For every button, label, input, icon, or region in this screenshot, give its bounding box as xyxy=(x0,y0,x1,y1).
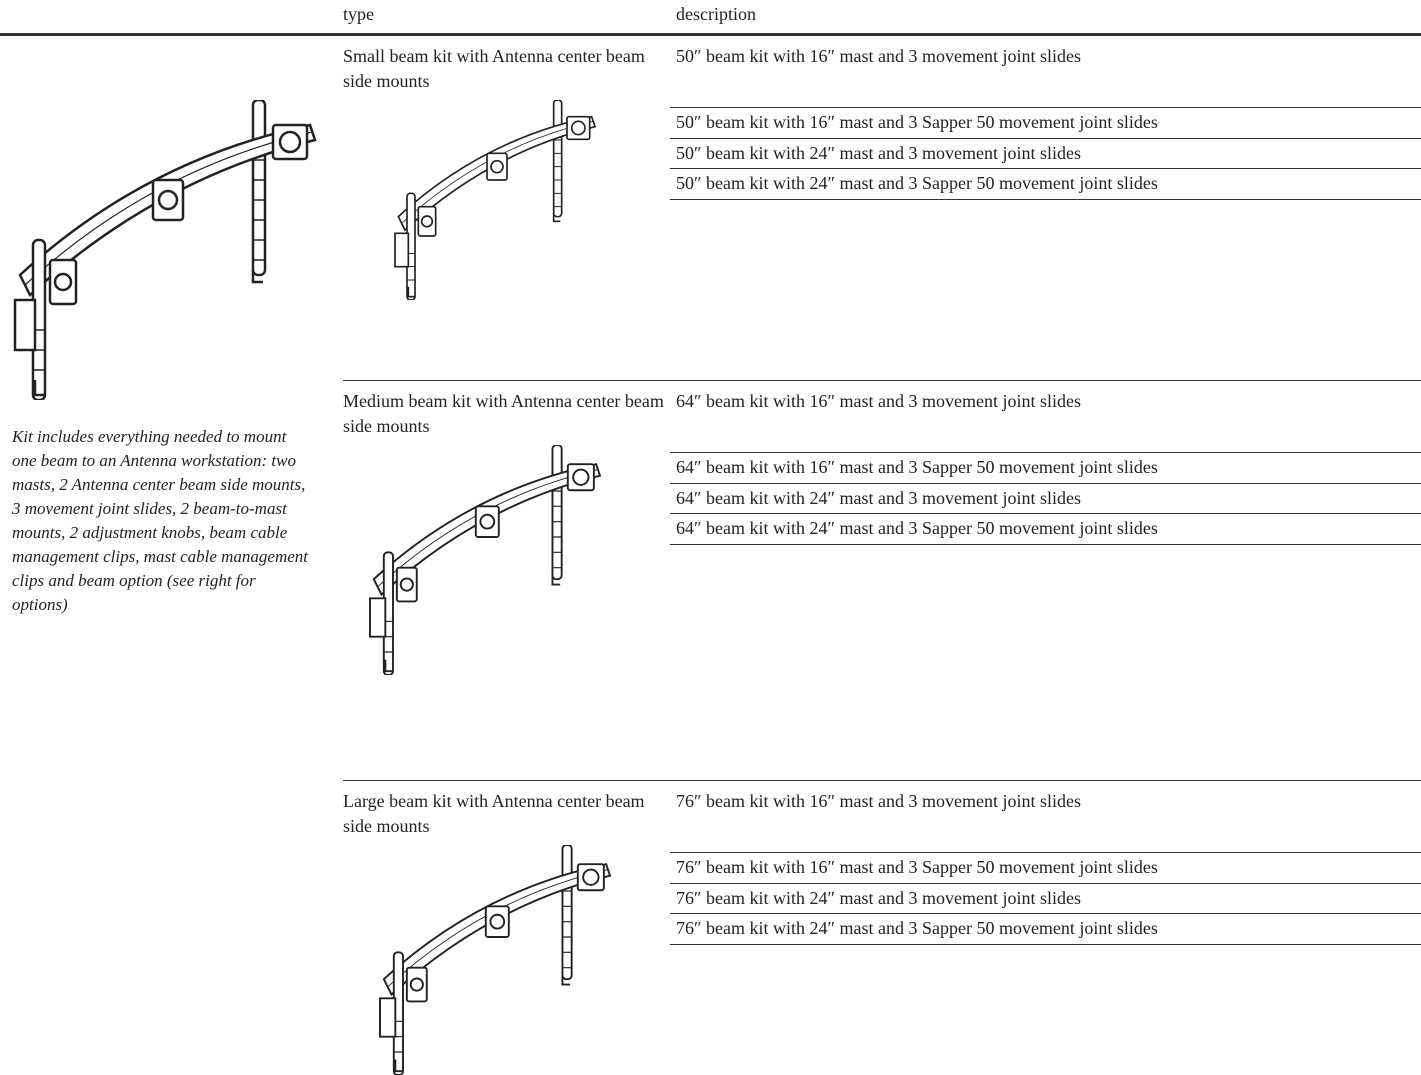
group-type: Medium beam kit with Antenna center beam… xyxy=(343,391,664,436)
row-rule xyxy=(670,852,1421,853)
description: 64″ beam kit with 16″ mast and 3 Sapper … xyxy=(676,457,1158,477)
header-rule xyxy=(0,33,1421,36)
kit-note: Kit includes everything needed to mount … xyxy=(12,427,309,614)
row-rule xyxy=(670,137,1421,139)
row-rule xyxy=(670,168,1421,169)
kit-illustration xyxy=(368,445,602,675)
row-rule xyxy=(670,107,1421,108)
row-rule xyxy=(670,882,1421,884)
description: 64″ beam kit with 24″ mast and 3 Sapper … xyxy=(676,518,1158,538)
kit-illustration xyxy=(378,845,612,1075)
row-rule xyxy=(670,513,1421,514)
row-rule xyxy=(670,482,1421,484)
description: 76″ beam kit with 16″ mast and 3 movemen… xyxy=(676,791,1081,811)
header-description: description xyxy=(676,4,756,24)
row-rule xyxy=(670,913,1421,914)
description: 64″ beam kit with 16″ mast and 3 movemen… xyxy=(676,391,1081,411)
description: 76″ beam kit with 24″ mast and 3 Sapper … xyxy=(676,918,1158,938)
description: 50″ beam kit with 16″ mast and 3 Sapper … xyxy=(676,112,1158,132)
row-rule xyxy=(670,198,1421,200)
group-type: Small beam kit with Antenna center beam … xyxy=(343,46,645,91)
row-rule xyxy=(670,943,1421,945)
description: 76″ beam kit with 16″ mast and 3 Sapper … xyxy=(676,857,1158,877)
main-illustration xyxy=(13,100,317,400)
row-rule xyxy=(670,543,1421,545)
description: 50″ beam kit with 16″ mast and 3 movemen… xyxy=(676,46,1081,66)
header-type: type xyxy=(343,4,374,24)
group-rule xyxy=(343,380,1421,381)
description: 50″ beam kit with 24″ mast and 3 Sapper … xyxy=(676,173,1158,193)
row-rule xyxy=(670,452,1421,453)
description: 76″ beam kit with 24″ mast and 3 movemen… xyxy=(676,887,1081,908)
kit-illustration xyxy=(393,100,597,300)
description: 50″ beam kit with 24″ mast and 3 movemen… xyxy=(676,142,1081,163)
group-type: Large beam kit with Antenna center beam … xyxy=(343,791,645,836)
description: 64″ beam kit with 24″ mast and 3 movemen… xyxy=(676,487,1081,508)
group-rule xyxy=(343,780,1421,781)
